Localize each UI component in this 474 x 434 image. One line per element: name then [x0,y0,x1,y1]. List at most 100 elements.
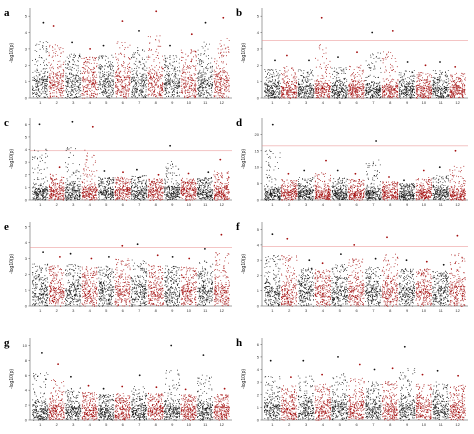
x-tick-label: 10 [187,308,192,313]
peak-snp [308,259,311,262]
peak-snp [406,61,409,63]
y-axis-label: -log10(p) [9,254,15,274]
chromosome-9-points [398,345,416,421]
snp-cloud [197,374,214,421]
chromosome-1-points [264,123,281,201]
snp-cloud [48,44,65,99]
x-tick-label: 5 [105,100,108,105]
y-tick-label: 20 [255,132,260,137]
chromosome-12-points [213,16,230,99]
peak-snp [42,21,45,24]
peak-snp [375,140,377,142]
peak-snp [269,359,272,362]
y-tick-label: 4 [25,30,28,35]
snp-cloud [398,268,416,307]
panel-letter: d [236,117,242,129]
x-tick-label: 5 [339,100,342,105]
peak-snp [52,25,55,27]
peak-snp [70,375,72,378]
snp-cloud [48,265,65,307]
x-tick-label: 8 [155,308,158,313]
chromosome-11-points [432,263,449,307]
chromosome-2-points [280,237,298,307]
x-tick-label: 9 [171,422,174,427]
chromosome-10-points [415,373,432,420]
x-tick-label: 9 [406,308,409,313]
chromosome-8-points [381,236,399,307]
y-tick-label: 4 [257,242,260,247]
peak-snp [388,176,390,178]
panel-letter: h [236,337,242,349]
snp-cloud [164,369,181,421]
snp-cloud [65,264,82,307]
snp-cloud [415,383,432,420]
y-tick-label: 4 [25,388,28,393]
peak-snp [71,41,73,44]
chromosome-3-points [297,59,315,99]
chromosome-2-points [280,376,298,421]
peak-snp [90,257,93,260]
x-tick-label: 8 [389,422,392,427]
peak-snp [102,44,105,47]
chromosome-5-points [98,256,115,307]
peak-snp [371,31,374,34]
y-tick-label: 0 [25,418,28,423]
peak-snp [122,171,124,174]
x-tick-label: 2 [56,202,59,207]
chromosome-6-points [114,20,131,99]
chromosome-11-points [432,61,449,99]
y-tick-label: 2 [25,272,28,277]
peak-snp [138,30,140,32]
x-tick-label: 1 [271,308,274,313]
panel-letter: b [236,7,242,19]
snp-cloud [398,368,416,421]
chromosome-5-points [98,387,115,421]
peak-snp [71,120,74,123]
chromosome-1-points [32,21,49,99]
x-tick-label: 8 [389,308,392,313]
x-tick-label: 5 [105,308,108,313]
peak-snp [207,171,210,174]
chromosome-8-points [381,30,399,99]
snp-cloud [65,147,82,201]
peak-snp [286,54,288,57]
x-tick-label: 10 [422,308,427,313]
x-tick-label: 11 [439,202,444,207]
snp-cloud [98,176,115,201]
snp-cloud [297,375,315,421]
chromosome-9-points [398,259,416,307]
snp-cloud [449,253,466,307]
peak-snp [422,169,425,172]
chromosome-10-points [415,260,432,307]
peak-snp [391,367,394,370]
snp-cloud [197,177,214,201]
peak-snp [169,44,171,47]
peak-snp [41,352,43,354]
x-tick-label: 12 [455,308,460,313]
x-tick-label: 6 [355,422,358,427]
x-tick-label: 5 [105,422,108,427]
y-tick-label: 4 [25,240,28,245]
peak-snp [155,386,158,389]
y-tick-label: 10 [255,165,260,170]
y-tick-label: 3 [257,258,260,263]
y-tick-label: 8 [25,358,28,363]
chromosome-3-points [297,359,315,421]
chromosome-5-points [98,170,115,201]
peak-snp [169,144,172,147]
chromosome-12-points [213,158,230,201]
peak-snp [405,259,408,262]
snp-cloud [32,372,49,421]
snp-cloud [131,259,148,307]
snp-cloud [32,148,49,201]
chromosome-7-points [365,368,382,420]
y-tick-label: 5 [25,224,28,229]
peak-snp [424,64,427,67]
snp-cloud [81,56,98,99]
chromosome-7-points [131,374,148,421]
snp-cloud [331,264,348,307]
y-tick-label: 1 [25,79,28,84]
